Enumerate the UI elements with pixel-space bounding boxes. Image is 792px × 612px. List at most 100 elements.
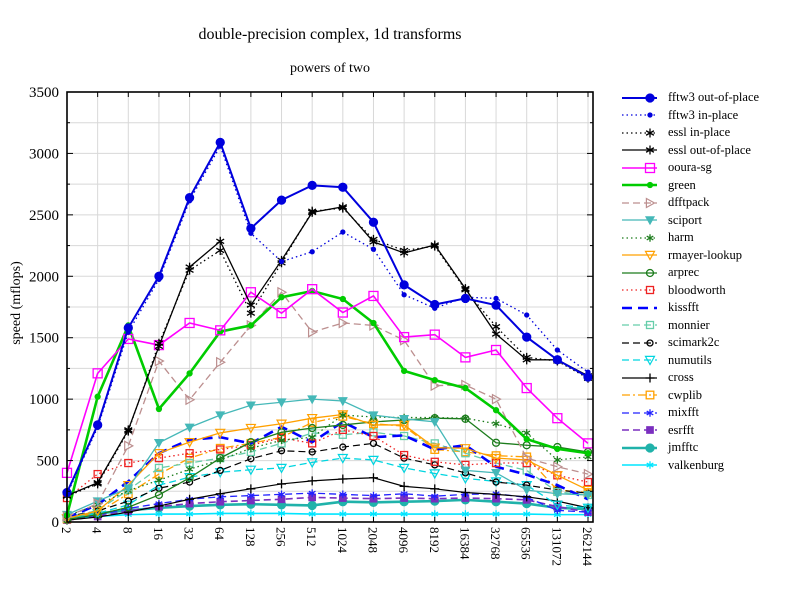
y-tick-label: 0: [52, 515, 60, 531]
chart-title: double-precision complex, 1d transforms: [198, 26, 462, 43]
x-tick-label: 4096: [396, 527, 411, 554]
legend-sample-bloodworth: [622, 286, 657, 295]
legend-label-fftw3-in-place: fftw3 in-place: [668, 107, 739, 122]
series-kissfft: [66, 420, 589, 519]
legend-item-essl-out-of-place: essl out-of-place: [621, 142, 759, 160]
legend-label-monnier: monnier: [668, 317, 710, 332]
legend-sample-cwplib: [622, 390, 657, 400]
legend-label-valkenburg: valkenburg: [668, 457, 725, 472]
series-cross: [62, 473, 593, 525]
legend-label-mixfft: mixfft: [668, 405, 700, 420]
x-tick-label: 512: [304, 527, 319, 547]
legend-sample-kissfft: [622, 306, 657, 310]
y-axis: 0 500 1000 1500 2000 2500 3000 3500: [29, 85, 59, 531]
legend-item-fftw3-out-of-place: fftw3 out-of-place: [621, 89, 759, 107]
legend-label-arprec: arprec: [668, 265, 700, 280]
y-tick-label: 1500: [29, 331, 59, 347]
legend-label-numutils: numutils: [668, 352, 712, 367]
legend-label-harm: harm: [668, 230, 694, 245]
chart-subtitle: powers of two: [289, 61, 371, 76]
legend-label-jmfftc: jmfftc: [668, 440, 699, 455]
legend-item-scimark2c: scimark2c: [621, 334, 759, 352]
legend-sample-essl-out-of-place: [622, 145, 657, 155]
legend-item-monnier: monnier: [621, 317, 759, 335]
legend-item-bloodworth: bloodworth: [621, 282, 759, 300]
legend-item-essl-in-place: essl in-place: [621, 124, 759, 142]
legend-sample-green: [622, 182, 657, 189]
x-tick-label: 128: [243, 527, 258, 547]
legend-sample-rmayer-lookup: [622, 251, 657, 261]
plot-border: [66, 91, 594, 523]
legend-sample-cross: [622, 373, 657, 383]
x-tick-label: 8: [120, 527, 135, 534]
series-monnier: [62, 428, 593, 523]
x-tick-label: 16384: [457, 527, 472, 560]
gridlines: [66, 92, 593, 522]
legend-label-scimark2c: scimark2c: [668, 335, 720, 350]
x-tick-label: 65536: [519, 527, 534, 560]
legend-item-esrfft: esrfft: [621, 422, 759, 440]
legend-sample-fftw3-in-place: [622, 112, 657, 118]
x-tick-label: 2: [59, 527, 74, 534]
y-tick-label: 3500: [29, 85, 59, 101]
legend-label-cwplib: cwplib: [668, 387, 703, 402]
y-tick-label: 2000: [29, 269, 59, 285]
x-tick-label: 8192: [427, 527, 442, 553]
legend-sample-arprec: [622, 268, 657, 277]
series-dfftpack: [62, 286, 594, 522]
legend-item-kissfft: kissfft: [621, 299, 759, 317]
legend-label-ooura-sg: ooura-sg: [668, 160, 712, 175]
legend-item-ooura-sg: ooura-sg: [621, 159, 759, 177]
legend-label-rmayer-lookup: rmayer-lookup: [668, 247, 743, 262]
legend-label-dfftpack: dfftpack: [668, 195, 710, 210]
legend-sample-dfftpack: [622, 197, 657, 209]
series-sciport: [61, 395, 594, 520]
x-tick-label: 1024: [335, 527, 350, 554]
legend-label-kissfft: kissfft: [668, 300, 700, 315]
x-tick-label: 32: [182, 527, 197, 540]
y-tick-label: 1000: [29, 392, 59, 408]
legend-sample-mixfft: [622, 408, 657, 417]
legend-item-green: green: [621, 177, 759, 195]
legend-item-harm: harm: [621, 229, 759, 247]
legend-item-rmayer-lookup: rmayer-lookup: [621, 247, 759, 265]
legend-sample-valkenburg: [622, 461, 657, 470]
legend-sample-esrfft: [622, 426, 657, 435]
x-tick-label: 32768: [488, 527, 503, 560]
x-tick-label: 16: [151, 527, 166, 541]
legend-label-essl-out-of-place: essl out-of-place: [668, 142, 751, 157]
legend-sample-harm: [622, 233, 657, 242]
series-fftw3-out-of-place: [62, 137, 593, 498]
legend-label-sciport: sciport: [668, 212, 703, 227]
legend-sample-sciport: [622, 216, 657, 226]
legend-label-fftw3-out-of-place: fftw3 out-of-place: [668, 90, 760, 105]
x-tick-label: 4: [90, 527, 105, 534]
x-tick-label: 64: [212, 527, 227, 541]
legend-item-arprec: arprec: [621, 264, 759, 282]
legend-item-numutils: numutils: [621, 352, 759, 370]
series-valkenburg: [63, 509, 592, 523]
legend-sample-numutils: [622, 356, 657, 366]
legend-sample-jmfftc: [622, 443, 657, 453]
legend-item-jmfftc: jmfftc: [621, 439, 759, 457]
series-rmayer-lookup: [61, 410, 594, 525]
y-tick-label: 500: [37, 454, 60, 470]
legend-item-cwplib: cwplib: [621, 387, 759, 405]
legend-sample-fftw3-out-of-place: [622, 93, 657, 103]
y-tick-label: 2500: [29, 208, 59, 224]
y-tick-label: 3000: [29, 146, 59, 162]
legend-sample-essl-in-place: [622, 128, 657, 138]
series-jmfftc: [62, 495, 593, 522]
legend-label-essl-in-place: essl in-place: [668, 125, 731, 140]
legend-sample-scimark2c: [622, 339, 657, 347]
x-tick-label: 262144: [580, 527, 595, 567]
legend-sample-monnier: [622, 321, 657, 330]
series-essl-in-place: [62, 203, 593, 501]
legend-label-esrfft: esrfft: [668, 422, 695, 437]
x-tick-label: 131072: [549, 527, 564, 566]
x-tick-label: 256: [274, 527, 289, 547]
x-axis: 2 4 8 16 32 64 128 256 512 1024 2048 4096 8192 16384 3…: [59, 527, 595, 567]
series-essl-out-of-place: [62, 202, 593, 501]
